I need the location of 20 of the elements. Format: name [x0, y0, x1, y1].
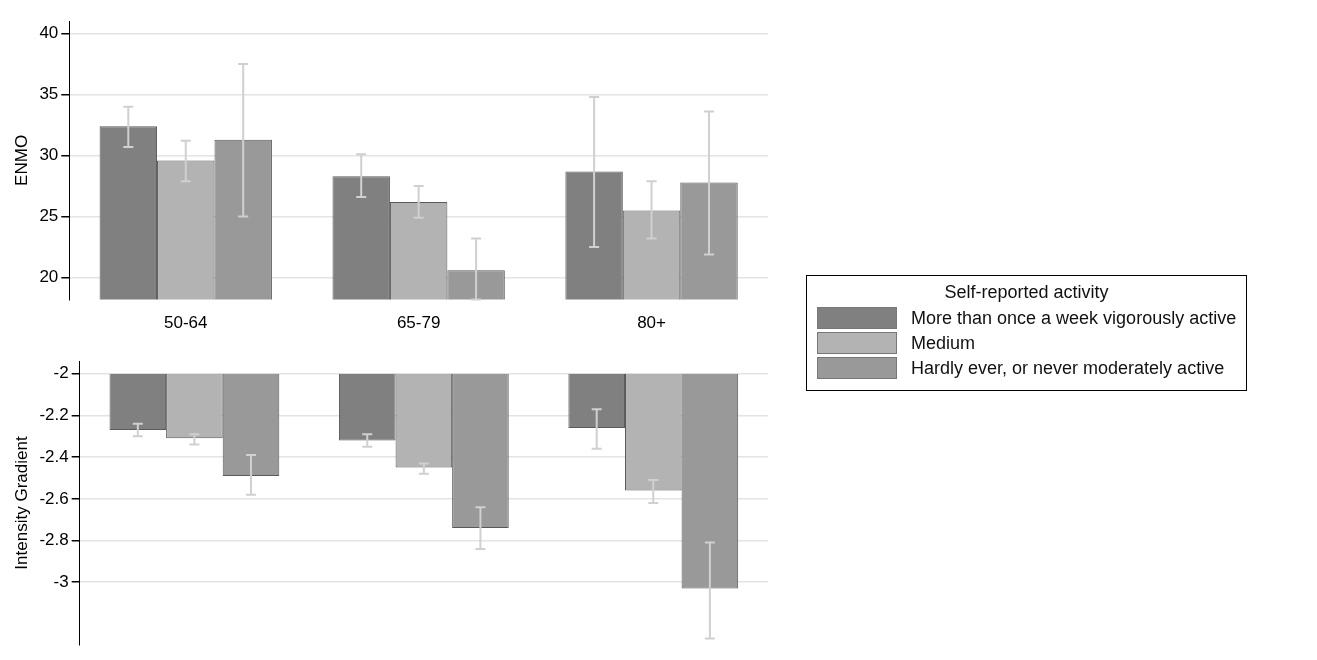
x-tick-label: 80+	[637, 313, 667, 333]
y-tick-label: 40	[39, 23, 59, 43]
y-tick-label: -2.8	[39, 530, 69, 550]
legend-title: Self-reported activity	[943, 282, 1110, 303]
y-tick-label: -2	[53, 363, 69, 383]
y-axis-title: ENMO	[11, 134, 31, 186]
y-tick-label: 20	[39, 267, 59, 287]
y-tick-label: -2.4	[39, 446, 69, 466]
y-axis-title: Intensity Gradient	[11, 436, 31, 570]
y-tick-label: 25	[39, 206, 59, 226]
y-tick-label: -2.2	[39, 405, 69, 425]
legend-label: More than once a week vigorously active	[911, 307, 1237, 329]
legend-label: Medium	[911, 332, 976, 354]
y-tick-label: 30	[39, 145, 59, 165]
x-tick-label: 50-64	[164, 313, 208, 333]
x-tick-label: 65-79	[396, 313, 441, 333]
y-tick-label: -3	[53, 571, 69, 591]
legend-label: Hardly ever, or never moderately active	[911, 357, 1225, 379]
y-tick-label: -2.6	[39, 488, 69, 508]
y-tick-label: 35	[39, 84, 59, 104]
